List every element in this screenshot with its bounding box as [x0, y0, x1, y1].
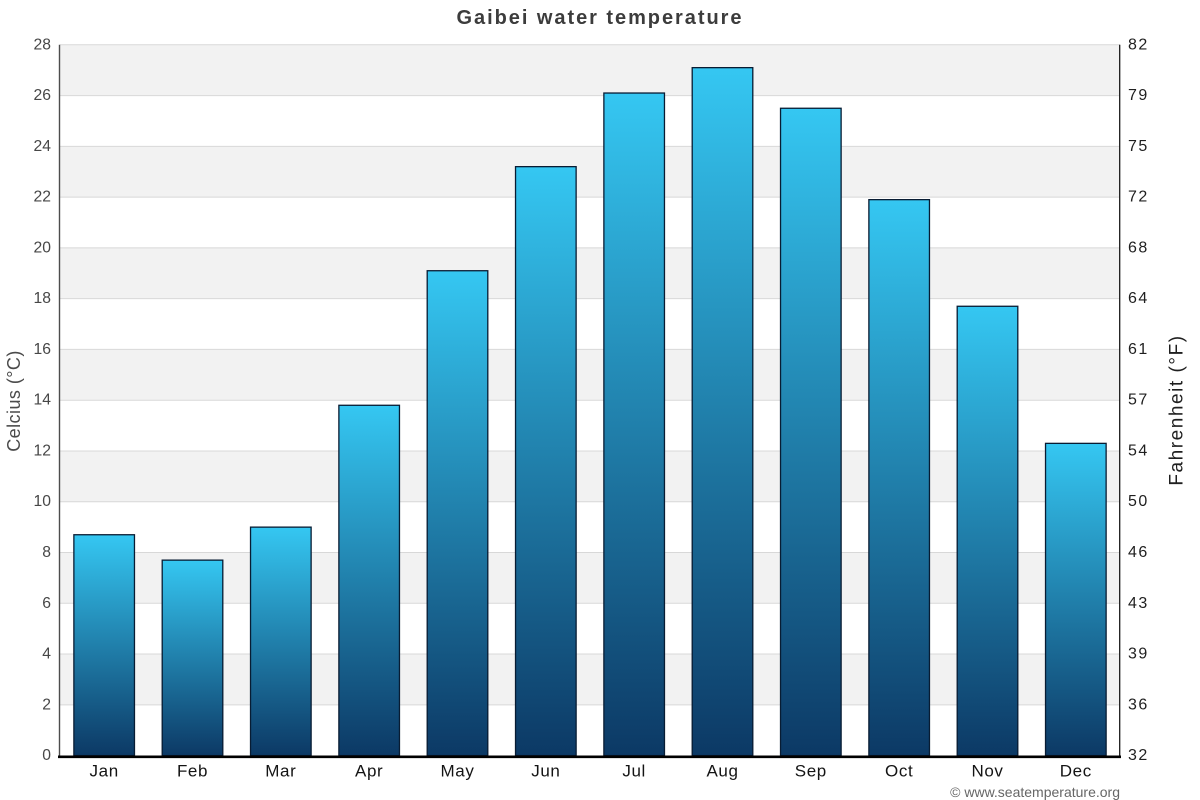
svg-text:Jul: Jul	[622, 762, 646, 781]
svg-text:May: May	[441, 762, 475, 781]
svg-text:16: 16	[34, 341, 52, 358]
svg-text:39: 39	[1128, 646, 1149, 663]
svg-text:0: 0	[42, 747, 51, 764]
svg-text:Dec: Dec	[1060, 762, 1092, 781]
svg-text:Feb: Feb	[177, 762, 208, 781]
svg-text:57: 57	[1128, 392, 1149, 409]
svg-text:26: 26	[34, 87, 52, 104]
svg-text:14: 14	[34, 392, 52, 409]
svg-text:Celcius (°C): Celcius (°C)	[4, 350, 24, 452]
svg-text:Sep: Sep	[795, 762, 827, 781]
svg-text:43: 43	[1128, 595, 1149, 612]
svg-text:82: 82	[1128, 36, 1149, 53]
svg-text:Apr: Apr	[355, 762, 383, 781]
svg-text:79: 79	[1128, 87, 1149, 104]
svg-text:36: 36	[1128, 696, 1149, 713]
svg-text:24: 24	[34, 138, 52, 155]
svg-text:Aug: Aug	[706, 762, 738, 781]
svg-text:68: 68	[1128, 239, 1149, 256]
svg-text:72: 72	[1128, 189, 1149, 206]
svg-text:18: 18	[34, 290, 52, 307]
svg-text:6: 6	[42, 595, 51, 612]
svg-text:20: 20	[34, 239, 52, 256]
svg-text:Jun: Jun	[531, 762, 560, 781]
svg-text:50: 50	[1128, 493, 1149, 510]
svg-text:Jan: Jan	[90, 762, 119, 781]
svg-text:Fahrenheit (°F): Fahrenheit (°F)	[1167, 334, 1188, 485]
svg-text:© www.seatemperature.org: © www.seatemperature.org	[950, 784, 1120, 800]
svg-text:Nov: Nov	[971, 762, 1003, 781]
svg-text:32: 32	[1128, 747, 1149, 764]
svg-text:Gaibei water temperature: Gaibei water temperature	[457, 7, 744, 29]
svg-text:54: 54	[1128, 442, 1149, 459]
svg-text:Mar: Mar	[265, 762, 296, 781]
svg-text:28: 28	[34, 36, 52, 53]
svg-text:75: 75	[1128, 138, 1149, 155]
svg-text:46: 46	[1128, 544, 1149, 561]
svg-text:22: 22	[34, 189, 51, 206]
svg-text:64: 64	[1128, 290, 1149, 307]
svg-text:8: 8	[42, 544, 51, 561]
svg-text:61: 61	[1128, 341, 1149, 358]
svg-text:2: 2	[42, 696, 51, 713]
svg-text:4: 4	[42, 646, 51, 663]
svg-text:Oct: Oct	[885, 762, 913, 781]
svg-text:12: 12	[34, 442, 51, 459]
svg-text:10: 10	[34, 493, 52, 510]
